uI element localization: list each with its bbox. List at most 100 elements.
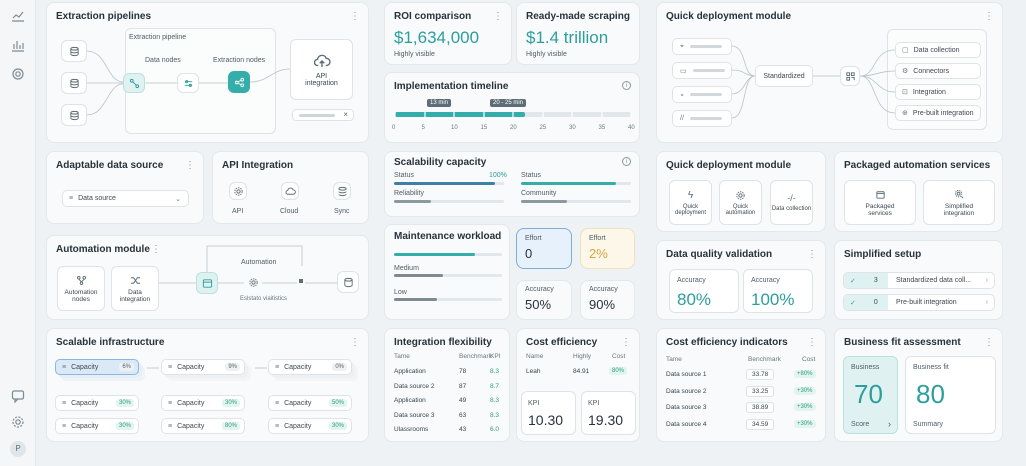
source-chip[interactable]: // bbox=[672, 110, 732, 127]
accuracy-card[interactable]: Accuracy 100% bbox=[743, 269, 813, 313]
kpi-card[interactable]: KPI 10.30 bbox=[521, 391, 576, 435]
close-icon[interactable]: × bbox=[343, 110, 348, 119]
tick-mark bbox=[453, 112, 455, 117]
capacity-label: Capacity bbox=[177, 422, 205, 430]
quick-automation-item[interactable]: Quick automation bbox=[719, 180, 762, 225]
capacity-chip[interactable]: ≡ Capacity 30% bbox=[55, 418, 139, 434]
output-chip[interactable]: ⊡ Integration bbox=[895, 84, 981, 100]
capacity-chip[interactable]: ≡ Capacity 50% bbox=[268, 395, 352, 411]
api-integration-box[interactable]: API integration bbox=[290, 39, 353, 100]
chat-icon[interactable] bbox=[11, 389, 25, 403]
line-chart-icon[interactable] bbox=[11, 9, 25, 23]
more-menu-icon[interactable]: ⋮ bbox=[350, 337, 360, 348]
database-icon: ≡ bbox=[62, 363, 67, 371]
bar-chart-icon[interactable] bbox=[11, 38, 25, 52]
scalability-value: 100% bbox=[489, 172, 507, 179]
packaged-services-item[interactable]: Packaged services bbox=[844, 180, 916, 225]
output-chip[interactable]: ⚙ Connectors bbox=[895, 63, 981, 79]
kpi-card[interactable]: KPI 19.30 bbox=[581, 391, 636, 435]
tick-label: 25 bbox=[539, 125, 547, 131]
capacity-pill: 30% bbox=[328, 422, 347, 430]
table-cell: 8.7 bbox=[490, 382, 500, 390]
simplified-setup-card: Simplified setup ✓ 3 Standardized data col… bbox=[834, 240, 1003, 320]
chevron-right-icon: › bbox=[985, 277, 988, 284]
accuracy-card[interactable]: Accuracy 80% bbox=[669, 269, 739, 313]
metric-card[interactable]: Accuracy 90% bbox=[580, 280, 635, 320]
flow-icon[interactable] bbox=[177, 73, 199, 93]
business-fit-summary-card[interactable]: Business fit 80 Summary bbox=[905, 356, 996, 434]
more-menu-icon[interactable]: ⋮ bbox=[984, 11, 994, 22]
output-chip[interactable]: ▢ Data collection bbox=[895, 42, 981, 58]
data-source-select[interactable]: ≡ Data source ⌄ bbox=[62, 190, 189, 207]
metric-card[interactable]: Accuracy 50% bbox=[516, 280, 572, 320]
gear-icon[interactable] bbox=[11, 67, 25, 81]
source-chip[interactable]: ▭ bbox=[672, 62, 732, 79]
table-cell: 43 bbox=[459, 426, 467, 433]
automation-nodes-item[interactable]: Automation nodes bbox=[57, 266, 105, 311]
avatar[interactable]: P bbox=[10, 441, 26, 457]
capacity-chip[interactable]: ≡ Capacity 80% bbox=[161, 418, 245, 434]
table-header: KPI bbox=[490, 353, 501, 360]
metric-card[interactable]: Effort 0 bbox=[516, 228, 572, 269]
more-menu-icon[interactable]: ⋮ bbox=[350, 11, 360, 22]
database-icon[interactable] bbox=[337, 271, 359, 293]
api-input[interactable]: × bbox=[292, 109, 354, 121]
data-integration-item[interactable]: Data integration bbox=[111, 266, 159, 311]
browser-icon[interactable] bbox=[196, 272, 218, 294]
scalability-bar bbox=[521, 182, 631, 185]
sidebar: P bbox=[0, 0, 36, 466]
gear-icon[interactable] bbox=[244, 273, 262, 291]
api-integration-card: API Integration API Cloud Sync bbox=[212, 151, 369, 224]
simplified-integration-item[interactable]: Simplified integration bbox=[923, 180, 995, 225]
table-cell: Ulassrooms bbox=[394, 426, 429, 433]
database-icon[interactable] bbox=[61, 104, 87, 126]
more-menu-icon[interactable]: ⋮ bbox=[151, 244, 161, 255]
gear-icon[interactable] bbox=[229, 182, 247, 200]
business-score-card[interactable]: Business 70 Score › bbox=[843, 356, 898, 434]
capacity-chip[interactable]: ≡ Capacity 30% bbox=[268, 418, 352, 434]
card-title: Implementation timeline bbox=[394, 81, 509, 92]
capacity-chip[interactable]: ≡ Capacity 30% bbox=[161, 395, 245, 411]
standardized-node[interactable]: Standardized bbox=[755, 65, 813, 87]
card-title: Business fit assessment bbox=[844, 337, 961, 348]
check-icon: ✓ bbox=[850, 277, 856, 285]
more-menu-icon[interactable]: ⋮ bbox=[807, 337, 817, 348]
capacity-chip[interactable]: ≡ Capacity 30% bbox=[55, 395, 139, 411]
packaged-services-card: Packaged automation services Packaged se… bbox=[834, 151, 1003, 232]
database-icon[interactable] bbox=[61, 72, 87, 94]
capacity-label: Capacity bbox=[284, 363, 312, 371]
extraction-node-icon[interactable] bbox=[228, 71, 250, 93]
metric-card[interactable]: Effort 2% bbox=[580, 228, 635, 269]
more-menu-icon[interactable]: ⋮ bbox=[984, 337, 994, 348]
more-menu-icon[interactable]: ⋮ bbox=[185, 160, 195, 171]
info-icon[interactable]: i bbox=[622, 81, 631, 90]
tick-mark bbox=[423, 112, 426, 117]
api-integration-label: API integration bbox=[305, 73, 338, 87]
info-icon[interactable]: i bbox=[622, 157, 631, 166]
data-collection-item[interactable]: -/- Data collection bbox=[770, 180, 813, 225]
nodes-icon bbox=[76, 275, 86, 285]
pipeline-title: Extraction pipeline bbox=[129, 34, 187, 41]
workload-bar bbox=[394, 298, 502, 301]
capacity-chip[interactable]: ≡ Capacity 6% bbox=[55, 359, 139, 375]
source-chip[interactable]: ∘ bbox=[672, 86, 732, 103]
capacity-chip[interactable]: ≡ Capacity 0% bbox=[268, 359, 352, 375]
setup-item[interactable]: ✓ 0 Pre-built integration › bbox=[843, 294, 995, 311]
settings-icon[interactable] bbox=[11, 415, 25, 429]
capacity-chip[interactable]: ≡ Capacity 9% bbox=[161, 359, 245, 375]
quick-deployment-item[interactable]: ϟ Quick deployment bbox=[669, 180, 712, 225]
source-chip[interactable]: ⌖ bbox=[672, 38, 732, 55]
cloud-icon[interactable] bbox=[281, 182, 299, 200]
more-menu-icon[interactable]: ⋮ bbox=[807, 249, 817, 260]
table-cell: 8.3 bbox=[490, 411, 500, 419]
more-menu-icon[interactable]: ⋮ bbox=[493, 11, 503, 22]
tick-label: 30 bbox=[569, 125, 576, 131]
setup-item[interactable]: ✓ 3 Standardized data coll... › bbox=[843, 272, 995, 289]
more-menu-icon[interactable]: ⋮ bbox=[621, 337, 631, 348]
stack-icon[interactable] bbox=[333, 182, 351, 200]
nodes-icon[interactable] bbox=[123, 73, 145, 93]
database-icon[interactable] bbox=[61, 40, 87, 62]
scalability-bar bbox=[521, 200, 631, 203]
qr-icon[interactable] bbox=[840, 66, 860, 86]
output-chip[interactable]: ⊕ Pre-built integration bbox=[895, 105, 981, 121]
